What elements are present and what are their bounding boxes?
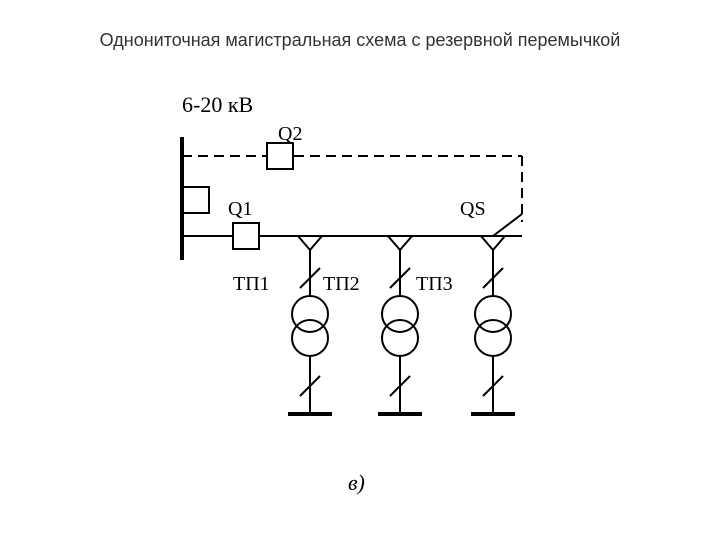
breaker-QT (183, 187, 209, 213)
breaker-label-Q1: Q1 (228, 198, 252, 220)
tp-label-3: ТП3 (416, 273, 453, 295)
breaker-label-Q2: Q2 (278, 123, 302, 145)
figure-sublabel: в) (348, 470, 365, 495)
tp-label-1: ТП1 (233, 273, 270, 295)
voltage-label: 6-20 кВ (182, 92, 253, 117)
xfmr-secondary-2 (382, 320, 418, 356)
disconnector-QS-blade (493, 214, 522, 236)
xfmr-primary-2 (382, 296, 418, 332)
xfmr-primary-1 (292, 296, 328, 332)
schematic-diagram: 6-20 кВ Q1 Q2 QS ТП1 ТП2 ТП3 в) (0, 0, 720, 540)
breaker-Q2 (267, 143, 293, 169)
disconnector-QS-label: QS (460, 198, 486, 220)
tp-label-2: ТП2 (323, 273, 360, 295)
xfmr-secondary-1 (292, 320, 328, 356)
xfmr-primary-3 (475, 296, 511, 332)
xfmr-secondary-3 (475, 320, 511, 356)
breaker-Q1 (233, 223, 259, 249)
